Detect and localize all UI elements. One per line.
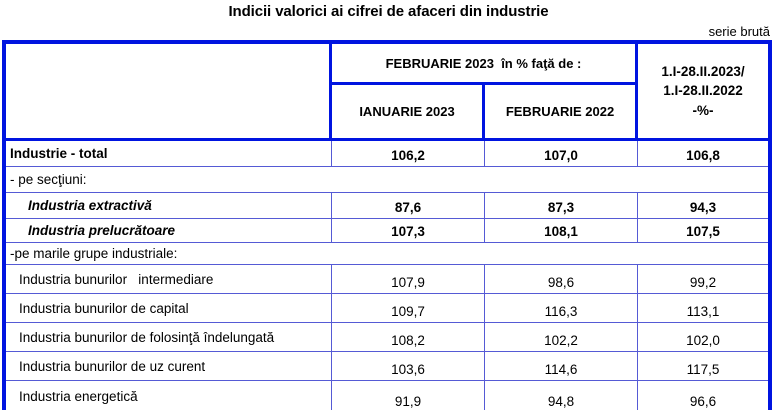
value-cell: 107,0 [485,141,638,166]
row-label: Industria bunurilor de capital [6,294,332,322]
series-note: serie brută [708,24,770,39]
header-period-cell: 1.I-28.II.2023/ 1.I-28.II.2022 -%- [638,44,768,138]
value-cell: 106,2 [332,141,485,166]
header-subrow: IANUARIE 2023 FEBRUARIE 2022 [332,85,635,138]
row-label: Industria bunurilor intermediare [6,265,332,293]
value-cell: 107,3 [332,219,485,242]
table-header: FEBRUARIE 2023 în % faţă de : IANUARIE 2… [6,44,768,141]
value-cell: 102,0 [686,333,720,348]
table-row-bunuri-uz-curent: Industria bunurilor de uz curent 103,6 1… [6,352,768,381]
header-col-ianuarie-2023: IANUARIE 2023 [332,85,485,138]
header-period-line3: -%- [692,102,714,118]
table-section-row-pe-sectiuni: - pe secţiuni: [6,167,768,193]
row-label: Industria bunurilor de uz curent [6,352,332,380]
value-cell: 99,2 [689,275,717,290]
header-empty-cell [6,44,332,138]
value-cell: 117,5 [686,362,720,377]
value-cell: 114,6 [485,352,638,380]
value-cell: 103,6 [332,352,485,380]
table-body: Industrie - total 106,2 107,0 106,8 - pe… [6,141,768,410]
table-row-bunuri-capital: Industria bunurilor de capital 109,7 116… [6,294,768,323]
value-cell: 113,1 [686,304,720,319]
table-row-bunuri-folosinta-indelungata: Industria bunurilor de folosinţă îndelun… [6,323,768,352]
header-col-februarie-2022: FEBRUARIE 2022 [505,104,615,119]
header-span-cell: FEBRUARIE 2023 în % faţă de : [332,44,635,85]
table-row-industrie-total: Industrie - total 106,2 107,0 106,8 [6,141,768,167]
value-cell: 91,9 [332,381,485,410]
row-label: Industria prelucrătoare [6,219,332,242]
section-label: - pe secţiuni: [10,172,87,187]
value-cell: 108,2 [332,323,485,351]
page-title: Indicii valorici ai cifrei de afaceri di… [228,3,549,20]
table-row-bunuri-intermediare: Industria bunurilor intermediare 107,9 9… [6,265,768,294]
value-cell: 94,8 [485,381,638,410]
header-middle-group: FEBRUARIE 2023 în % faţă de : IANUARIE 2… [332,44,638,138]
row-label: Industria bunurilor de folosinţă îndelun… [6,323,332,351]
value-cell: 87,3 [485,193,638,218]
row-label: Industria energetică [6,381,332,410]
table-section-row-marile-grupe: -pe marile grupe industriale: [6,243,768,265]
value-cell: 96,6 [689,394,717,409]
indices-table: FEBRUARIE 2023 în % faţă de : IANUARIE 2… [2,40,772,410]
row-label: Industria extractivă [6,193,332,218]
header-period-line2: 1.I-28.II.2022 [663,83,743,99]
value-cell: 107,5 [686,224,720,239]
value-cell: 98,6 [485,265,638,293]
table-row-industria-energetica: Industria energetică 91,9 94,8 96,6 [6,381,768,410]
value-cell: 107,9 [332,265,485,293]
value-cell: 106,8 [686,148,720,163]
table-row-industria-extractiva: Industria extractivă 87,6 87,3 94,3 [6,193,768,219]
header-period-line1: 1.I-28.II.2023/ [661,63,745,79]
section-label: -pe marile grupe industriale: [10,246,178,261]
table-row-industria-prelucratoare: Industria prelucrătoare 107,3 108,1 107,… [6,219,768,243]
value-cell: 109,7 [332,294,485,322]
value-cell: 102,2 [485,323,638,351]
value-cell: 87,6 [332,193,485,218]
row-label: Industrie - total [6,141,332,166]
value-cell: 94,3 [689,200,717,215]
value-cell: 116,3 [485,294,638,322]
value-cell: 108,1 [485,219,638,242]
